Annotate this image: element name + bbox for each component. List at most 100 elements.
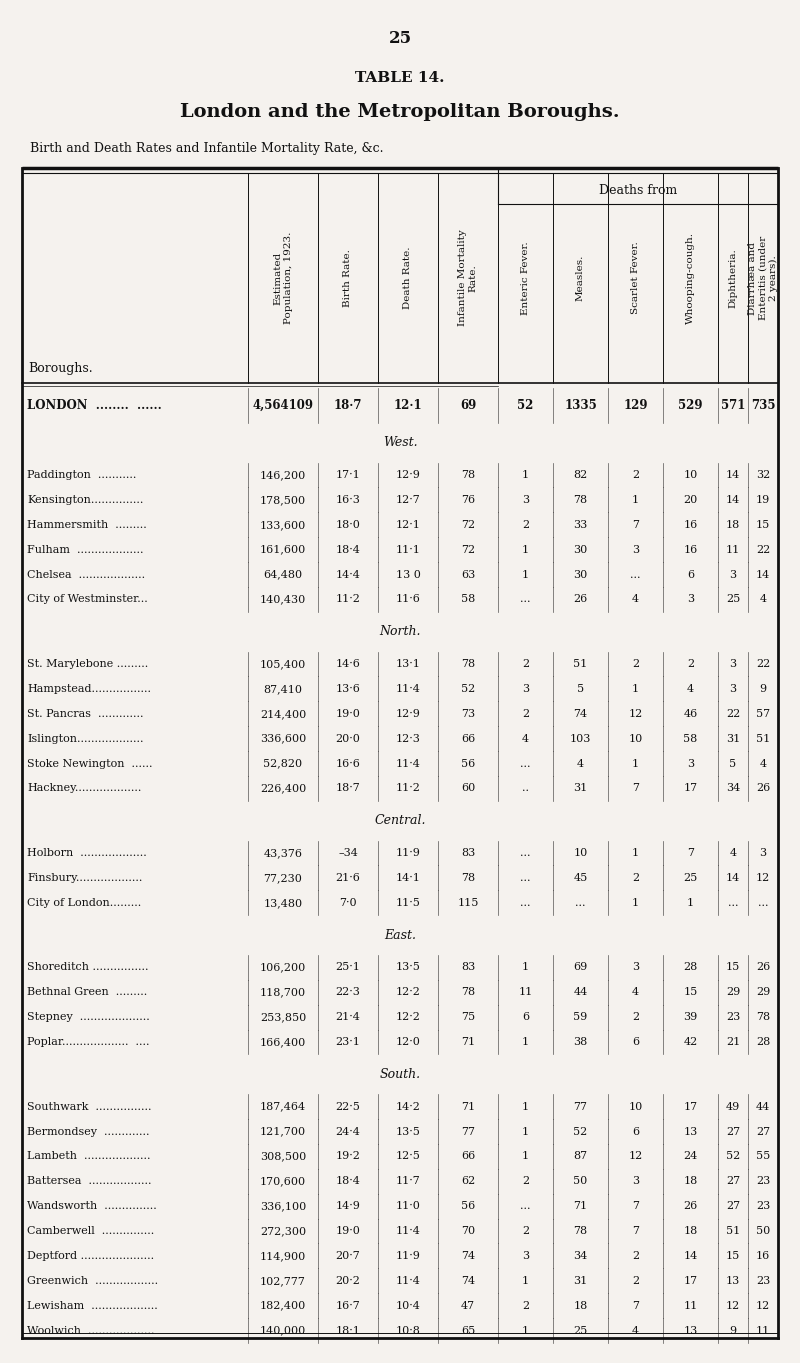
Text: 336,600: 336,600 (260, 733, 306, 744)
Text: 2: 2 (522, 1176, 529, 1186)
Text: 2: 2 (522, 519, 529, 530)
Text: ...: ... (520, 759, 530, 769)
Text: Deptford .....................: Deptford ..................... (27, 1251, 154, 1261)
Text: 13·1: 13·1 (395, 660, 421, 669)
Text: 18·1: 18·1 (335, 1325, 361, 1336)
Text: 308,500: 308,500 (260, 1152, 306, 1161)
Text: St. Marylebone .........: St. Marylebone ......... (27, 660, 148, 669)
Text: 27: 27 (726, 1201, 740, 1212)
Text: 4: 4 (522, 733, 529, 744)
Text: 32: 32 (756, 470, 770, 480)
Text: St. Pancras  .............: St. Pancras ............. (27, 709, 143, 718)
Text: 4: 4 (632, 987, 639, 998)
Text: 121,700: 121,700 (260, 1127, 306, 1137)
Text: 6: 6 (632, 1037, 639, 1047)
Text: 3: 3 (522, 1251, 529, 1261)
Text: 39: 39 (683, 1013, 698, 1022)
Text: 18·0: 18·0 (335, 519, 361, 530)
Text: 58: 58 (683, 733, 698, 744)
Text: 571: 571 (721, 399, 745, 412)
Text: 4: 4 (687, 684, 694, 694)
Text: 4: 4 (632, 1325, 639, 1336)
Text: 59: 59 (574, 1013, 588, 1022)
Text: Central.: Central. (374, 814, 426, 827)
Text: 72: 72 (461, 545, 475, 555)
Text: 1: 1 (522, 1101, 529, 1112)
Text: 735: 735 (750, 399, 775, 412)
Text: 29: 29 (756, 987, 770, 998)
Text: Kensington...............: Kensington............... (27, 495, 143, 504)
Text: 3: 3 (687, 594, 694, 604)
Text: 78: 78 (756, 1013, 770, 1022)
Text: West.: West. (382, 436, 418, 450)
Text: 214,400: 214,400 (260, 709, 306, 718)
Text: 52,820: 52,820 (263, 759, 302, 769)
Text: 51: 51 (756, 733, 770, 744)
Text: 52: 52 (518, 399, 534, 412)
Text: 31: 31 (574, 1276, 588, 1285)
Text: 1: 1 (522, 1152, 529, 1161)
Text: 14: 14 (726, 470, 740, 480)
Text: 23: 23 (756, 1201, 770, 1212)
Text: 50: 50 (756, 1227, 770, 1236)
Text: 63: 63 (461, 570, 475, 579)
Text: 11: 11 (726, 545, 740, 555)
Text: Lewisham  ...................: Lewisham ................... (27, 1300, 158, 1311)
Text: Islington...................: Islington................... (27, 733, 143, 744)
Text: 70: 70 (461, 1227, 475, 1236)
Text: 1: 1 (632, 684, 639, 694)
Text: 17: 17 (683, 1276, 698, 1285)
Text: 33: 33 (574, 519, 588, 530)
Text: 78: 78 (461, 660, 475, 669)
Text: 12·1: 12·1 (395, 519, 421, 530)
Text: TABLE 14.: TABLE 14. (355, 71, 445, 85)
Text: 7: 7 (632, 519, 639, 530)
Text: 1335: 1335 (564, 399, 597, 412)
Text: 3: 3 (632, 962, 639, 972)
Text: 14: 14 (726, 872, 740, 883)
Text: 18·4: 18·4 (335, 1176, 361, 1186)
Text: 4: 4 (759, 759, 766, 769)
Text: Enteric Fever.: Enteric Fever. (521, 241, 530, 315)
Text: 2: 2 (632, 660, 639, 669)
Text: 51: 51 (574, 660, 588, 669)
Text: 11·4: 11·4 (395, 1227, 421, 1236)
Text: 52: 52 (726, 1152, 740, 1161)
Text: 1: 1 (632, 759, 639, 769)
Text: 1: 1 (632, 898, 639, 908)
Text: 13·5: 13·5 (395, 962, 421, 972)
Text: 20·0: 20·0 (335, 733, 361, 744)
Text: 78: 78 (574, 495, 587, 504)
Text: 2: 2 (522, 660, 529, 669)
Text: 11·1: 11·1 (395, 545, 421, 555)
Text: 82: 82 (574, 470, 588, 480)
Text: 71: 71 (574, 1201, 587, 1212)
Text: Estimated
Population, 1923.: Estimated Population, 1923. (274, 232, 293, 324)
Text: 3: 3 (522, 684, 529, 694)
Text: 55: 55 (756, 1152, 770, 1161)
Text: ...: ... (520, 1201, 530, 1212)
Text: 11·9: 11·9 (395, 848, 421, 859)
Text: Birth and Death Rates and Infantile Mortality Rate, &c.: Birth and Death Rates and Infantile Mort… (30, 142, 383, 154)
Text: ...: ... (758, 898, 768, 908)
Text: 14·4: 14·4 (335, 570, 361, 579)
Text: 146,200: 146,200 (260, 470, 306, 480)
Text: 16: 16 (756, 1251, 770, 1261)
Text: 2: 2 (522, 709, 529, 718)
Text: 12: 12 (756, 1300, 770, 1311)
Text: 83: 83 (461, 848, 475, 859)
Text: 4: 4 (730, 848, 737, 859)
Text: 16: 16 (683, 519, 698, 530)
Text: 1: 1 (632, 848, 639, 859)
Text: 14·2: 14·2 (395, 1101, 421, 1112)
Text: 16: 16 (683, 545, 698, 555)
Text: 69: 69 (460, 399, 476, 412)
Text: Holborn  ...................: Holborn ................... (27, 848, 146, 859)
Text: 15: 15 (726, 962, 740, 972)
Text: 12: 12 (756, 872, 770, 883)
Text: 49: 49 (726, 1101, 740, 1112)
Text: 23: 23 (726, 1013, 740, 1022)
Text: 13·5: 13·5 (395, 1127, 421, 1137)
Text: 14: 14 (683, 1251, 698, 1261)
Text: 52: 52 (461, 684, 475, 694)
